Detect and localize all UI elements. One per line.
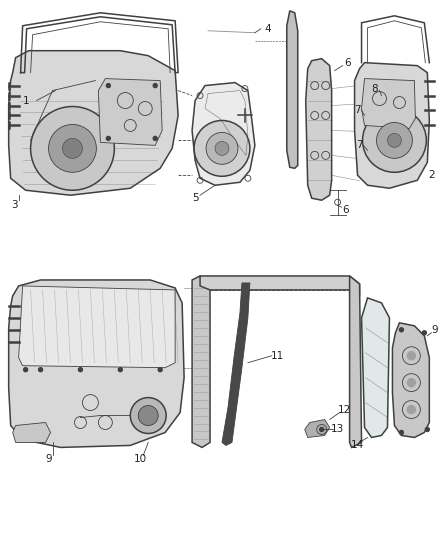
Circle shape xyxy=(399,328,403,332)
Circle shape xyxy=(422,331,426,335)
Polygon shape xyxy=(222,283,250,446)
Polygon shape xyxy=(287,11,298,168)
Circle shape xyxy=(78,368,82,372)
Circle shape xyxy=(158,368,162,372)
Circle shape xyxy=(194,120,250,176)
Circle shape xyxy=(49,124,96,172)
Text: 7: 7 xyxy=(354,106,361,116)
Polygon shape xyxy=(361,78,415,128)
Circle shape xyxy=(215,141,229,155)
Circle shape xyxy=(118,368,122,372)
Circle shape xyxy=(425,427,429,432)
Polygon shape xyxy=(306,59,332,200)
Polygon shape xyxy=(361,298,389,438)
Text: 2: 2 xyxy=(428,170,434,180)
Text: 9: 9 xyxy=(45,455,52,464)
Text: 1: 1 xyxy=(23,95,30,106)
Circle shape xyxy=(153,84,157,87)
Circle shape xyxy=(153,136,157,140)
Circle shape xyxy=(407,406,415,414)
Text: 14: 14 xyxy=(351,440,364,450)
Circle shape xyxy=(206,132,238,164)
Polygon shape xyxy=(192,276,210,447)
Circle shape xyxy=(130,398,166,433)
Circle shape xyxy=(377,123,413,158)
Polygon shape xyxy=(19,286,175,368)
Polygon shape xyxy=(13,423,50,442)
Text: 13: 13 xyxy=(331,424,344,434)
Text: 3: 3 xyxy=(11,200,18,210)
Circle shape xyxy=(407,378,415,386)
Polygon shape xyxy=(355,63,429,188)
Circle shape xyxy=(31,107,114,190)
Polygon shape xyxy=(99,78,162,146)
Circle shape xyxy=(138,406,158,425)
Circle shape xyxy=(407,352,415,360)
Text: 6: 6 xyxy=(342,205,349,215)
Text: 8: 8 xyxy=(371,84,378,94)
Circle shape xyxy=(320,427,324,432)
Text: 10: 10 xyxy=(134,455,147,464)
Polygon shape xyxy=(305,419,330,438)
Text: 7: 7 xyxy=(356,140,363,150)
Circle shape xyxy=(363,109,426,172)
Polygon shape xyxy=(200,276,360,296)
Polygon shape xyxy=(9,280,184,447)
Text: 12: 12 xyxy=(338,405,351,415)
Circle shape xyxy=(388,133,401,148)
Text: 5: 5 xyxy=(192,193,198,203)
Circle shape xyxy=(106,136,110,140)
Polygon shape xyxy=(9,51,178,195)
Polygon shape xyxy=(350,276,361,447)
Circle shape xyxy=(39,368,42,372)
Circle shape xyxy=(399,431,403,434)
Polygon shape xyxy=(392,323,429,438)
Circle shape xyxy=(63,139,82,158)
Text: 6: 6 xyxy=(344,58,351,68)
Text: 11: 11 xyxy=(271,351,284,361)
Text: 9: 9 xyxy=(431,325,438,335)
Circle shape xyxy=(106,84,110,87)
Polygon shape xyxy=(192,83,255,185)
Circle shape xyxy=(24,368,28,372)
Text: 4: 4 xyxy=(265,24,271,34)
